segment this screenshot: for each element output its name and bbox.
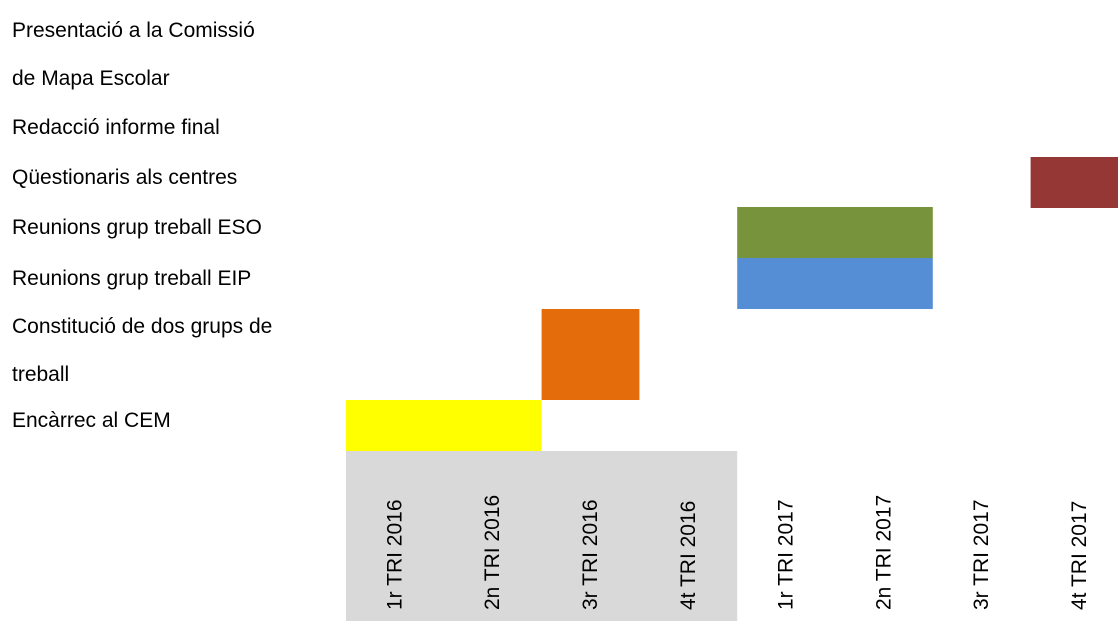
axis-tick-label: 4t TRI 2016 bbox=[677, 501, 700, 610]
task-label: Reunions grup treball ESO bbox=[12, 216, 262, 239]
axis-tick-label: 2n TRI 2016 bbox=[481, 495, 504, 610]
axis-tick-label: 2n TRI 2017 bbox=[872, 495, 895, 610]
task-bar bbox=[737, 258, 933, 309]
axis-tick-label: 1r TRI 2017 bbox=[775, 499, 798, 610]
task-bar bbox=[737, 207, 933, 258]
task-label: treball bbox=[12, 363, 70, 386]
axis-tick-label: 1r TRI 2016 bbox=[383, 499, 406, 610]
task-bar bbox=[1030, 157, 1118, 208]
axis-tick-label: 3r TRI 2016 bbox=[579, 499, 602, 610]
task-label: de Mapa Escolar bbox=[12, 67, 170, 90]
axis-tick-label: 4t TRI 2017 bbox=[1068, 501, 1091, 610]
task-bar bbox=[541, 309, 640, 400]
task-bar bbox=[346, 400, 542, 451]
task-label: Qüestionaris als centres bbox=[12, 166, 238, 189]
year-band-2016 bbox=[346, 451, 738, 621]
task-label: Reunions grup treball EIP bbox=[12, 267, 252, 290]
axis-tick-label: 3r TRI 2017 bbox=[970, 499, 993, 610]
task-label: Presentació a la Comissió bbox=[12, 19, 255, 42]
task-label: Constitució de dos grups de bbox=[12, 315, 273, 338]
task-label: Redacció informe final bbox=[12, 116, 220, 139]
task-label: Encàrrec al CEM bbox=[12, 409, 171, 432]
